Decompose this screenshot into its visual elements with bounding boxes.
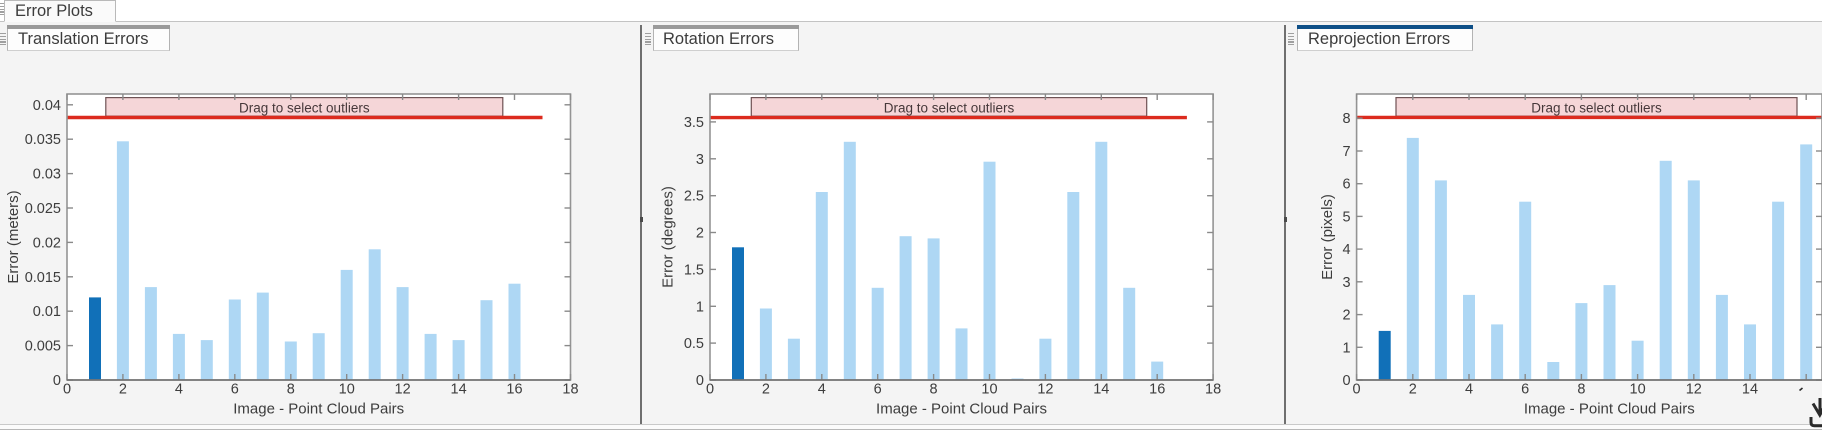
svg-text:Error (pixels): Error (pixels) xyxy=(1319,194,1336,280)
svg-text:0: 0 xyxy=(706,382,714,398)
svg-text:4: 4 xyxy=(1465,382,1473,398)
svg-text:4: 4 xyxy=(818,382,826,398)
svg-text:2.5: 2.5 xyxy=(684,189,704,205)
svg-text:Error (meters): Error (meters) xyxy=(5,190,22,283)
svg-text:0.005: 0.005 xyxy=(25,339,61,355)
svg-text:10: 10 xyxy=(339,382,355,398)
svg-text:Drag to select outliers: Drag to select outliers xyxy=(239,101,370,116)
svg-text:12: 12 xyxy=(395,382,411,398)
svg-text:14: 14 xyxy=(451,382,467,398)
svg-text:0.04: 0.04 xyxy=(33,98,61,114)
svg-text:8: 8 xyxy=(930,382,938,398)
svg-text:Image - Point Cloud Pairs: Image - Point Cloud Pairs xyxy=(876,401,1047,418)
svg-text:3.5: 3.5 xyxy=(684,115,704,131)
svg-text:0.01: 0.01 xyxy=(33,304,61,320)
svg-text:4: 4 xyxy=(175,382,183,398)
svg-text:12: 12 xyxy=(1686,382,1702,398)
svg-text:6: 6 xyxy=(231,382,239,398)
svg-text:18: 18 xyxy=(562,382,578,398)
svg-text:2: 2 xyxy=(1343,308,1351,324)
svg-text:Error (degrees): Error (degrees) xyxy=(660,186,677,288)
svg-text:6: 6 xyxy=(874,382,882,398)
svg-text:2: 2 xyxy=(762,382,770,398)
svg-text:16: 16 xyxy=(1149,382,1165,398)
svg-text:8: 8 xyxy=(1343,111,1351,127)
svg-text:1.5: 1.5 xyxy=(684,262,704,278)
svg-text:12: 12 xyxy=(1037,382,1053,398)
svg-text:0.025: 0.025 xyxy=(25,201,61,217)
svg-text:0.5: 0.5 xyxy=(684,336,704,352)
svg-text:8: 8 xyxy=(1577,382,1585,398)
svg-text:10: 10 xyxy=(981,382,997,398)
svg-text:6: 6 xyxy=(1521,382,1529,398)
svg-text:0.03: 0.03 xyxy=(33,167,61,183)
svg-text:Image - Point Cloud Pairs: Image - Point Cloud Pairs xyxy=(1524,401,1695,418)
svg-text:Drag to select outliers: Drag to select outliers xyxy=(1531,101,1662,116)
svg-text:1: 1 xyxy=(1343,340,1351,356)
svg-text:18: 18 xyxy=(1205,382,1221,398)
svg-text:0.015: 0.015 xyxy=(25,270,61,286)
svg-text:1: 1 xyxy=(696,299,704,315)
svg-text:16: 16 xyxy=(506,382,522,398)
svg-text:14: 14 xyxy=(1093,382,1109,398)
svg-text:7: 7 xyxy=(1343,144,1351,160)
svg-text:10: 10 xyxy=(1630,382,1646,398)
svg-text:2: 2 xyxy=(1409,382,1417,398)
svg-text:0: 0 xyxy=(63,382,71,398)
svg-text:3: 3 xyxy=(696,152,704,168)
svg-text:0.035: 0.035 xyxy=(25,132,61,148)
svg-text:0.02: 0.02 xyxy=(33,235,61,251)
svg-text:4: 4 xyxy=(1343,242,1351,258)
svg-text:Image - Point Cloud Pairs: Image - Point Cloud Pairs xyxy=(233,401,404,418)
svg-text:0: 0 xyxy=(53,373,61,389)
svg-text:2: 2 xyxy=(696,226,704,242)
svg-text:6: 6 xyxy=(1343,177,1351,193)
svg-text:Drag to select outliers: Drag to select outliers xyxy=(884,101,1015,116)
svg-text:3: 3 xyxy=(1343,275,1351,291)
svg-text:14: 14 xyxy=(1742,382,1758,398)
svg-text:8: 8 xyxy=(287,382,295,398)
svg-text:0: 0 xyxy=(696,373,704,389)
svg-text:0: 0 xyxy=(1353,382,1361,398)
svg-text:5: 5 xyxy=(1343,209,1351,225)
svg-text:2: 2 xyxy=(119,382,127,398)
svg-text:0: 0 xyxy=(1343,373,1351,389)
